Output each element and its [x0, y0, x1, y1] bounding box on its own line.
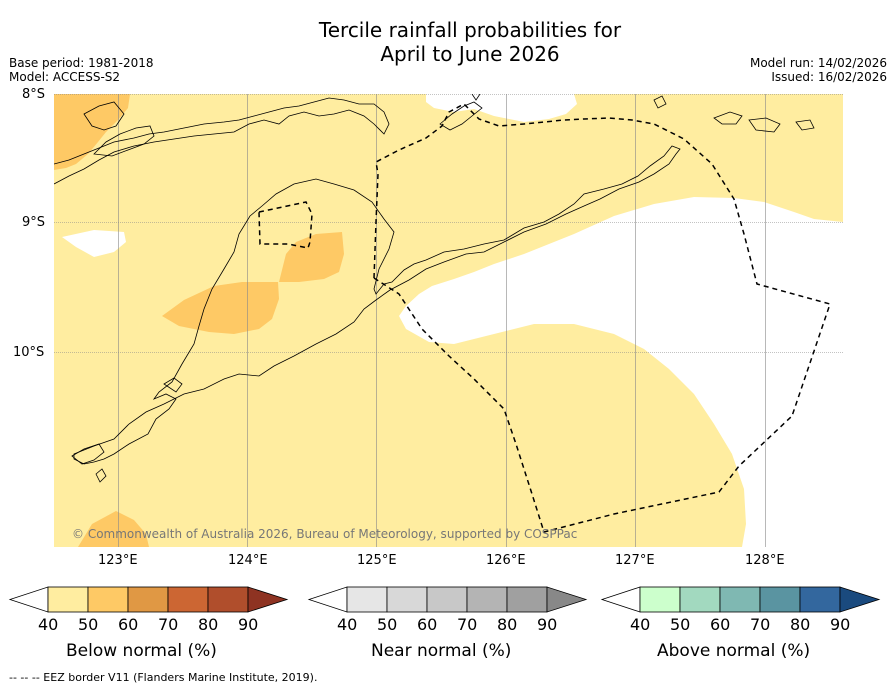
- title-line-1: Tercile rainfall probabilities for: [318, 18, 622, 42]
- lon-label-125e: 125°E: [357, 553, 397, 568]
- cb-below-segment-5: [207, 586, 249, 613]
- cb-above-under-arrow: [600, 586, 641, 613]
- coast-timor-north: [73, 145, 681, 465]
- cb-below-tick-80: 80: [198, 615, 219, 634]
- no-signal-region-north: [426, 94, 577, 122]
- cb-near-segment-4: [466, 586, 508, 613]
- coast-atauro: [471, 94, 481, 101]
- lat-label-8s: 8°S: [22, 87, 46, 102]
- cb-near-segment-1: [346, 586, 388, 613]
- meta-right: Model run: 14/02/2026 Issued: 16/02/2026: [750, 56, 887, 84]
- cb-near-title: Near normal (%): [371, 641, 512, 661]
- coast-pantar: [83, 101, 125, 131]
- lon-label-127e: 127°E: [615, 553, 655, 568]
- colorbar-above-normal: [600, 586, 881, 613]
- cb-near-segment-5: [506, 586, 548, 613]
- cb-above-tick-50: 50: [670, 615, 691, 634]
- cb-above-segment-1: [639, 586, 681, 613]
- coast-rote: [71, 443, 105, 465]
- no-signal-region-west: [62, 230, 126, 257]
- grid-lines: [54, 94, 843, 547]
- lon-label-126e: 126°E: [486, 553, 526, 568]
- eez-border-oecusse: [258, 201, 313, 249]
- cb-below-tick-40: 40: [38, 615, 59, 634]
- coastlines: [54, 94, 815, 483]
- cb-above-tick-80: 80: [790, 615, 811, 634]
- eez-footnote: -- -- -- EEZ border V11 (Flanders Marine…: [9, 671, 318, 684]
- rainfall-map: © Commonwealth of Australia 2026, Bureau…: [54, 94, 843, 547]
- title-line-2: April to June 2026: [380, 42, 560, 66]
- cb-below-tick-50: 50: [78, 615, 99, 634]
- coast-island-small-4: [795, 119, 815, 131]
- eez-borders: [258, 103, 831, 533]
- cb-near-tick-40: 40: [337, 615, 358, 634]
- cb-above-tick-70: 70: [750, 615, 771, 634]
- cb-above-segment-3: [719, 586, 761, 613]
- cb-near-tick-50: 50: [377, 615, 398, 634]
- coast-north-islands: [93, 125, 155, 157]
- cb-below-over-arrow: [247, 586, 289, 613]
- below-50-60-south: [78, 511, 149, 547]
- cb-below-segment-4: [167, 586, 209, 613]
- cb-near-over-arrow: [546, 586, 588, 613]
- no-signal-region-east: [399, 197, 843, 547]
- coast-semau: [163, 377, 183, 393]
- cb-below-segment-1: [47, 586, 89, 613]
- cb-above-title: Above normal (%): [657, 641, 811, 661]
- cb-above-tick-60: 60: [710, 615, 731, 634]
- cb-below-tick-90: 90: [238, 615, 259, 634]
- coast-island-small-3: [748, 117, 781, 133]
- cb-near-segment-2: [386, 586, 428, 613]
- cb-below-tick-70: 70: [158, 615, 179, 634]
- cb-near-tick-80: 80: [497, 615, 518, 634]
- cb-above-segment-2: [679, 586, 721, 613]
- cb-below-segment-3: [127, 586, 169, 613]
- lon-label-128e: 128°E: [745, 553, 785, 568]
- cb-above-over-arrow: [839, 586, 881, 613]
- lon-label-123e: 123°E: [98, 553, 138, 568]
- cb-below-under-arrow: [8, 586, 49, 613]
- lat-label-10s: 10°S: [13, 345, 45, 360]
- cb-above-segment-5: [799, 586, 841, 613]
- cb-near-under-arrow: [307, 586, 348, 613]
- coast-alor: [54, 97, 390, 185]
- cb-near-tick-60: 60: [417, 615, 438, 634]
- cb-below-title: Below normal (%): [66, 641, 217, 661]
- eez-border-south: [373, 277, 793, 533]
- coast-island-small-2: [713, 111, 743, 125]
- model-run: Model run: 14/02/2026: [749, 56, 887, 70]
- cb-below-tick-60: 60: [118, 615, 139, 634]
- issued-date: Issued: 16/02/2026: [771, 70, 887, 84]
- meta-left: Base period: 1981-2018 Model: ACCESS-S2: [9, 56, 154, 84]
- cb-near-tick-90: 90: [537, 615, 558, 634]
- map-title: Tercile rainfall probabilities for April…: [0, 18, 896, 66]
- base-period: Base period: 1981-2018: [9, 56, 154, 70]
- cb-below-segment-2: [87, 586, 129, 613]
- below-50-60-center: [162, 282, 279, 334]
- cb-above-tick-40: 40: [630, 615, 651, 634]
- coast-wetar: [439, 101, 483, 131]
- below-50-60-patch: [279, 232, 344, 282]
- lat-label-9s: 9°S: [22, 215, 46, 230]
- cb-near-segment-3: [426, 586, 468, 613]
- colorbar-near-normal: [307, 586, 588, 613]
- coast-ndao: [95, 468, 107, 483]
- cb-above-tick-90: 90: [830, 615, 851, 634]
- copyright-notice: © Commonwealth of Australia 2026, Bureau…: [72, 527, 577, 541]
- cb-near-tick-70: 70: [457, 615, 478, 634]
- model-name: Model: ACCESS-S2: [9, 70, 121, 84]
- lon-label-124e: 124°E: [228, 553, 268, 568]
- colorbar-below-normal: [8, 586, 289, 613]
- coast-island-small-1: [653, 95, 667, 109]
- cb-above-segment-4: [759, 586, 801, 613]
- eez-border-main: [373, 103, 831, 417]
- below-50-60-nw: [54, 94, 130, 170]
